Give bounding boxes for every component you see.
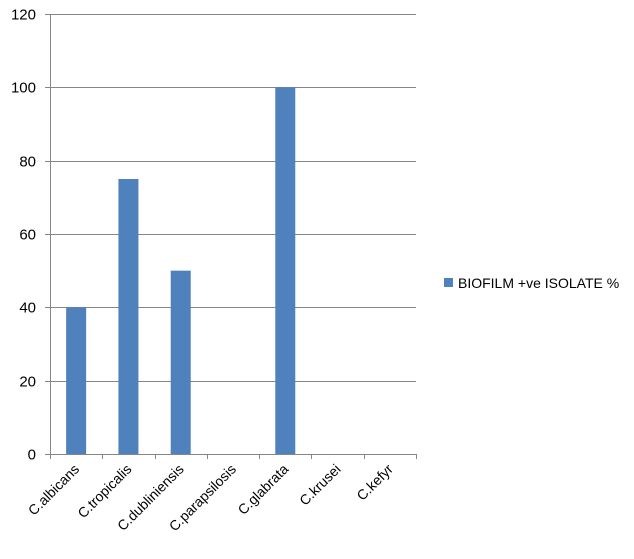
- bar: [170, 270, 191, 454]
- y-tick-label: 20: [19, 374, 36, 391]
- bar: [118, 179, 139, 454]
- x-tick-label: C.krusei: [296, 461, 344, 509]
- legend-label: BIOFILM +ve ISOLATE %: [458, 275, 619, 291]
- x-tick-labels: C.albicansC.tropicalisC.dubliniensisC.pa…: [25, 461, 396, 535]
- y-tick-label: 120: [11, 7, 36, 24]
- bar: [275, 87, 296, 454]
- legend-swatch: [444, 278, 453, 287]
- axes: [45, 14, 417, 459]
- bars: [66, 87, 296, 454]
- y-tick-label: 80: [19, 154, 36, 171]
- y-tick-label: 40: [19, 300, 36, 317]
- gridlines: [50, 14, 416, 382]
- y-tick-label: 100: [11, 80, 36, 97]
- x-tick-label: C.glabrata: [234, 461, 291, 518]
- y-tick-labels: 0 20 40 60 80 100 120: [11, 7, 36, 464]
- x-tick-label: C.kefyr: [353, 461, 396, 504]
- bar: [66, 307, 87, 454]
- y-tick-label: 60: [19, 227, 36, 244]
- legend: BIOFILM +ve ISOLATE %: [444, 275, 619, 291]
- y-tick-label: 0: [28, 447, 36, 464]
